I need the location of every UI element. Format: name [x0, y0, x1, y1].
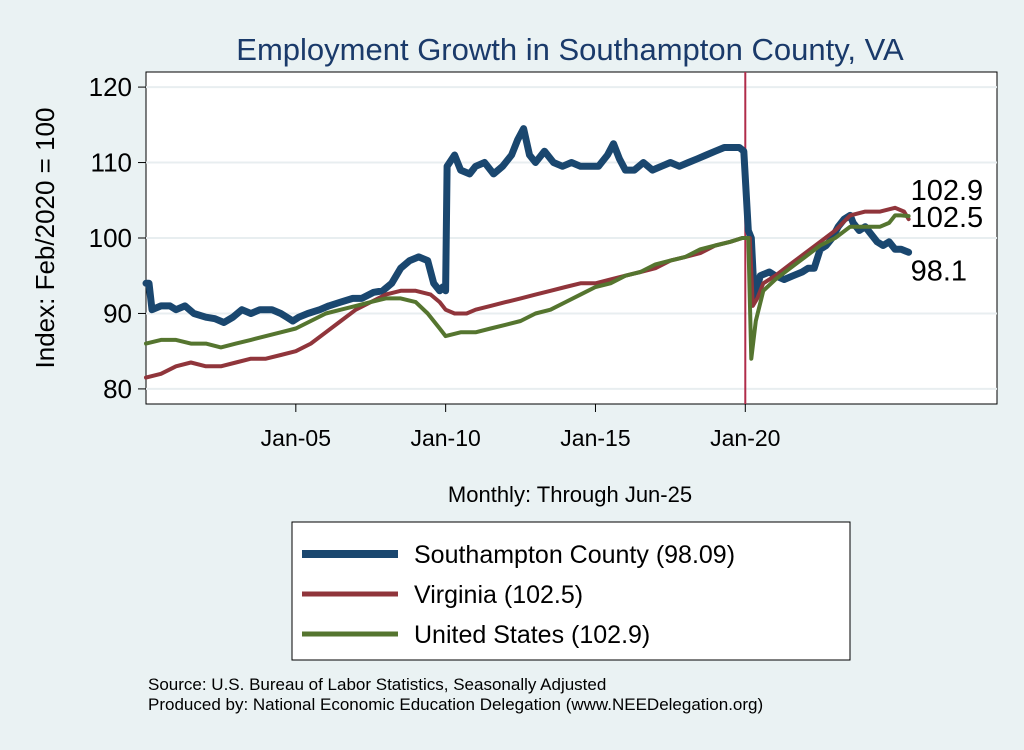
y-tick-label: 110: [91, 148, 132, 178]
axes: 80 90 100 110 120 Jan-05 Jan-10 Jan-15 Jan-20: [89, 72, 781, 451]
y-tick-label: 80: [103, 374, 132, 404]
chart-title: Employment Growth in Southampton County,…: [236, 32, 904, 67]
x-tick-label: Jan-20: [710, 425, 780, 451]
end-label: 102.5: [911, 202, 984, 234]
producer-note: Produced by: National Economic Education…: [148, 695, 763, 714]
end-label: 102.9: [911, 175, 984, 207]
x-tick-label: Jan-15: [560, 425, 630, 451]
x-tick-label: Jan-10: [410, 425, 480, 451]
source-note: Source: U.S. Bureau of Labor Statistics,…: [148, 675, 606, 694]
y-axis-label: Index: Feb/2020 = 100: [30, 108, 60, 369]
series-line: [144, 213, 911, 361]
legend-box: [291, 521, 851, 661]
x-tick-label: Jan-05: [261, 425, 331, 451]
y-tick-label: 120: [89, 72, 132, 102]
series-line: [142, 125, 913, 326]
end-label: 98.1: [911, 255, 967, 287]
legend-label: United States (102.9): [414, 621, 650, 649]
series-lines: [142, 125, 913, 380]
y-tick-label: 100: [89, 223, 132, 253]
legend: Southampton County (98.09) Virginia (102.…: [291, 521, 851, 661]
legend-entries: Southampton County (98.09) Virginia (102.…: [302, 541, 735, 649]
series-line: [144, 205, 911, 380]
legend-label: Virginia (102.5): [414, 581, 583, 609]
legend-label: Southampton County (98.09): [414, 541, 735, 569]
x-axis-label: Monthly: Through Jun-25: [448, 482, 692, 507]
y-tick-label: 90: [103, 298, 132, 328]
